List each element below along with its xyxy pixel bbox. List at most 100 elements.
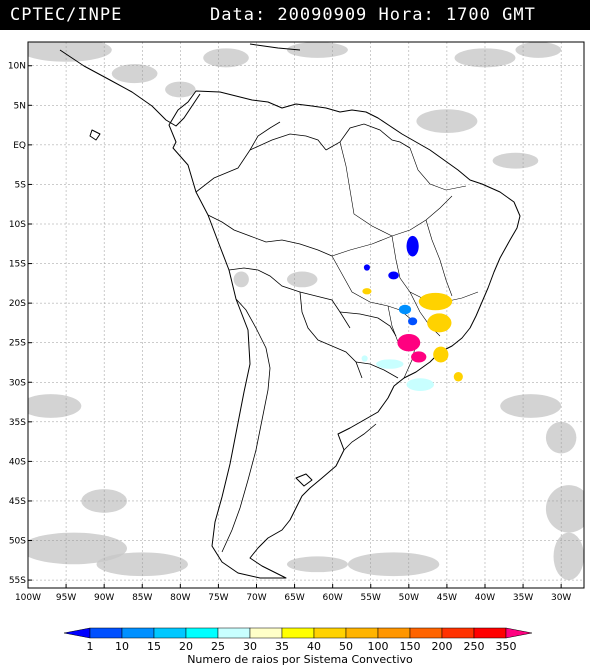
legend-tick-labels: 1 10 15 20 25 30 35 40 50 100 150 200 250 350 — [87, 640, 517, 653]
lon-tick-label: 50W — [399, 593, 419, 603]
cloud-patch — [28, 394, 82, 418]
lon-tick-label: 55W — [361, 593, 381, 603]
legend-swatch — [473, 627, 507, 639]
lat-tick-label: EQ — [13, 141, 26, 151]
convective-system — [363, 264, 370, 271]
cloud-patch — [454, 48, 516, 68]
falklands — [295, 473, 313, 487]
lat-tick-label: 55S — [9, 576, 26, 586]
convective-system — [427, 313, 452, 333]
cloud-patch — [286, 271, 318, 288]
galapagos — [89, 129, 101, 141]
legend-swatch — [345, 627, 379, 639]
legend-swatch — [377, 627, 411, 639]
cuba-coast — [249, 43, 301, 51]
convective-system — [398, 304, 412, 315]
cloud-patch — [286, 42, 348, 58]
lat-tick-label: 35S — [9, 418, 26, 428]
convective-system — [361, 355, 368, 362]
cloud-patch — [28, 42, 112, 62]
lat-tick-label: 10S — [9, 220, 26, 230]
cloud-patch — [500, 394, 562, 418]
organization-label: CPTEC/INPE — [10, 5, 123, 25]
cloud-patch — [203, 48, 249, 68]
lon-tick-label: 45W — [437, 593, 457, 603]
convective-system — [411, 351, 427, 363]
legend-tick-label: 100 — [368, 640, 389, 653]
convective-system — [406, 378, 434, 391]
cloud-patch — [492, 152, 539, 169]
country-borders — [195, 121, 411, 553]
lon-tick-label: 95W — [56, 593, 76, 603]
convective-system — [406, 235, 419, 257]
legend-tick-label: 20 — [179, 640, 193, 653]
convective-system — [376, 359, 404, 369]
legend-colorbar — [63, 627, 533, 639]
legend-tick-label: 350 — [496, 640, 517, 653]
convective-system — [388, 271, 399, 280]
legend-swatch — [121, 627, 155, 639]
lat-tick-label: 5N — [14, 101, 26, 111]
legend-swatch — [185, 627, 219, 639]
lat-tick-label: 40S — [9, 457, 26, 467]
convective-systems — [361, 235, 463, 391]
legend-tick-label: 50 — [339, 640, 353, 653]
timestamp-label: Data: 20090909 Hora: 1700 GMT — [210, 5, 536, 25]
lon-tick-label: 30W — [551, 593, 571, 603]
legend: 1 10 15 20 25 30 35 40 50 100 150 200 250 350 — [63, 627, 533, 653]
lon-tick-label: 85W — [132, 593, 152, 603]
legend-tick-label: 10 — [115, 640, 129, 653]
lightning-map: 10N5NEQ5S10S15S20S25S30S35S40S45S50S55S … — [8, 41, 585, 603]
convective-system — [408, 317, 418, 326]
longitude-labels: 100W 95W 90W 85W 80W 75W 70W 65W 60W 55W 50W 45W 40W… — [15, 584, 571, 603]
legend-tick-label: 25 — [211, 640, 225, 653]
latitude-labels: 10N 5N EQ 5S 10S 15S 20S 25S 30S 35S 40S 45S 50S 55S — [8, 62, 32, 586]
map-frame-border — [27, 41, 585, 589]
legend-swatch — [89, 627, 123, 639]
lon-tick-label: 60W — [322, 593, 342, 603]
lat-tick-label: 15S — [9, 260, 26, 270]
lat-tick-label: 5S — [15, 180, 27, 190]
cloud-patch — [286, 556, 348, 573]
lat-tick-label: 45S — [9, 497, 26, 507]
legend-swatch — [153, 627, 187, 639]
lon-tick-label: 40W — [475, 593, 495, 603]
convective-system — [433, 346, 449, 363]
cloud-patch — [233, 271, 249, 288]
cloud-patch — [111, 64, 158, 84]
convective-system — [453, 371, 463, 382]
legend-tick-label: 200 — [432, 640, 453, 653]
cloud-patch — [96, 552, 188, 577]
legend-swatch — [217, 627, 251, 639]
legend-swatch — [313, 627, 347, 639]
cloud-patch — [416, 109, 478, 133]
map-header: CPTEC/INPE Data: 20090909 Hora: 1700 GMT — [0, 0, 590, 30]
lat-tick-label: 25S — [9, 339, 26, 349]
cloud-patch — [545, 485, 584, 533]
lat-tick-label: 30S — [9, 378, 26, 388]
graticule — [28, 42, 584, 588]
legend-swatch — [505, 627, 533, 639]
lon-tick-label: 90W — [94, 593, 114, 603]
legend-title: Numero de raios por Sistema Convectivo — [187, 653, 413, 666]
lon-tick-label: 75W — [208, 593, 228, 603]
legend-swatch — [249, 627, 283, 639]
legend-tick-label: 150 — [400, 640, 421, 653]
central-america-coast — [59, 49, 201, 127]
cloud-patch — [515, 42, 562, 58]
legend-tick-label: 1 — [87, 640, 94, 653]
cloud-patch — [165, 81, 196, 98]
cloud-patch — [553, 532, 584, 581]
legend-tick-label: 15 — [147, 640, 161, 653]
legend-tick-label: 30 — [243, 640, 257, 653]
lon-tick-label: 65W — [284, 593, 304, 603]
legend-swatch — [441, 627, 475, 639]
lat-tick-label: 20S — [9, 299, 26, 309]
legend-swatch — [281, 627, 315, 639]
convective-system — [362, 288, 372, 295]
lon-tick-label: 100W — [15, 593, 41, 603]
legend-tick-label: 250 — [464, 640, 485, 653]
convective-system — [397, 333, 421, 352]
coastline-layer — [59, 43, 521, 579]
legend-swatch — [409, 627, 443, 639]
